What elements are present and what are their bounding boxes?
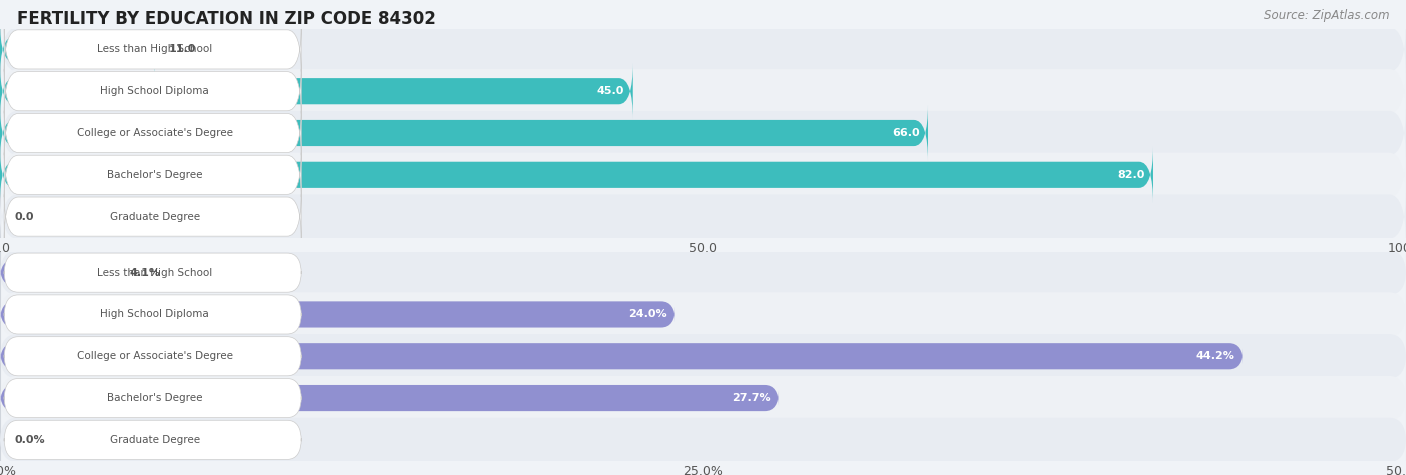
Text: 27.7%: 27.7% [733, 393, 770, 403]
FancyBboxPatch shape [0, 21, 1406, 77]
Text: Bachelor's Degree: Bachelor's Degree [107, 393, 202, 403]
Text: Bachelor's Degree: Bachelor's Degree [107, 170, 202, 180]
FancyBboxPatch shape [4, 379, 301, 418]
Text: Less than High School: Less than High School [97, 267, 212, 278]
Text: FERTILITY BY EDUCATION IN ZIP CODE 84302: FERTILITY BY EDUCATION IN ZIP CODE 84302 [17, 10, 436, 28]
Text: Less than High School: Less than High School [97, 44, 212, 55]
FancyBboxPatch shape [0, 343, 1243, 370]
FancyBboxPatch shape [0, 259, 115, 286]
FancyBboxPatch shape [0, 146, 1153, 203]
Text: 44.2%: 44.2% [1195, 351, 1234, 361]
FancyBboxPatch shape [0, 105, 1406, 161]
Text: College or Associate's Degree: College or Associate's Degree [77, 128, 232, 138]
FancyBboxPatch shape [0, 63, 633, 120]
FancyBboxPatch shape [4, 152, 301, 197]
FancyBboxPatch shape [0, 301, 675, 328]
Text: Source: ZipAtlas.com: Source: ZipAtlas.com [1264, 10, 1389, 22]
FancyBboxPatch shape [0, 21, 155, 78]
FancyBboxPatch shape [0, 147, 1406, 203]
FancyBboxPatch shape [4, 27, 301, 72]
Text: 45.0: 45.0 [598, 86, 624, 96]
Text: Graduate Degree: Graduate Degree [110, 435, 200, 445]
FancyBboxPatch shape [0, 104, 928, 162]
FancyBboxPatch shape [0, 376, 1406, 420]
FancyBboxPatch shape [0, 292, 1406, 337]
FancyBboxPatch shape [4, 420, 301, 459]
FancyBboxPatch shape [4, 194, 301, 239]
Text: 66.0: 66.0 [891, 128, 920, 138]
Text: High School Diploma: High School Diploma [100, 86, 209, 96]
FancyBboxPatch shape [0, 418, 1406, 462]
Text: 4.1%: 4.1% [129, 267, 160, 278]
FancyBboxPatch shape [0, 385, 779, 411]
FancyBboxPatch shape [0, 334, 1406, 379]
FancyBboxPatch shape [4, 253, 301, 292]
FancyBboxPatch shape [4, 111, 301, 155]
Text: 0.0: 0.0 [14, 211, 34, 222]
FancyBboxPatch shape [4, 295, 301, 334]
Text: Graduate Degree: Graduate Degree [110, 211, 200, 222]
FancyBboxPatch shape [0, 250, 1406, 295]
FancyBboxPatch shape [4, 69, 301, 114]
Text: 11.0: 11.0 [169, 44, 195, 55]
Text: College or Associate's Degree: College or Associate's Degree [77, 351, 232, 361]
Text: 24.0%: 24.0% [628, 309, 666, 320]
Text: 82.0: 82.0 [1118, 170, 1144, 180]
Text: 0.0%: 0.0% [14, 435, 45, 445]
FancyBboxPatch shape [0, 189, 1406, 245]
FancyBboxPatch shape [0, 63, 1406, 119]
Text: High School Diploma: High School Diploma [100, 309, 209, 320]
FancyBboxPatch shape [4, 337, 301, 376]
